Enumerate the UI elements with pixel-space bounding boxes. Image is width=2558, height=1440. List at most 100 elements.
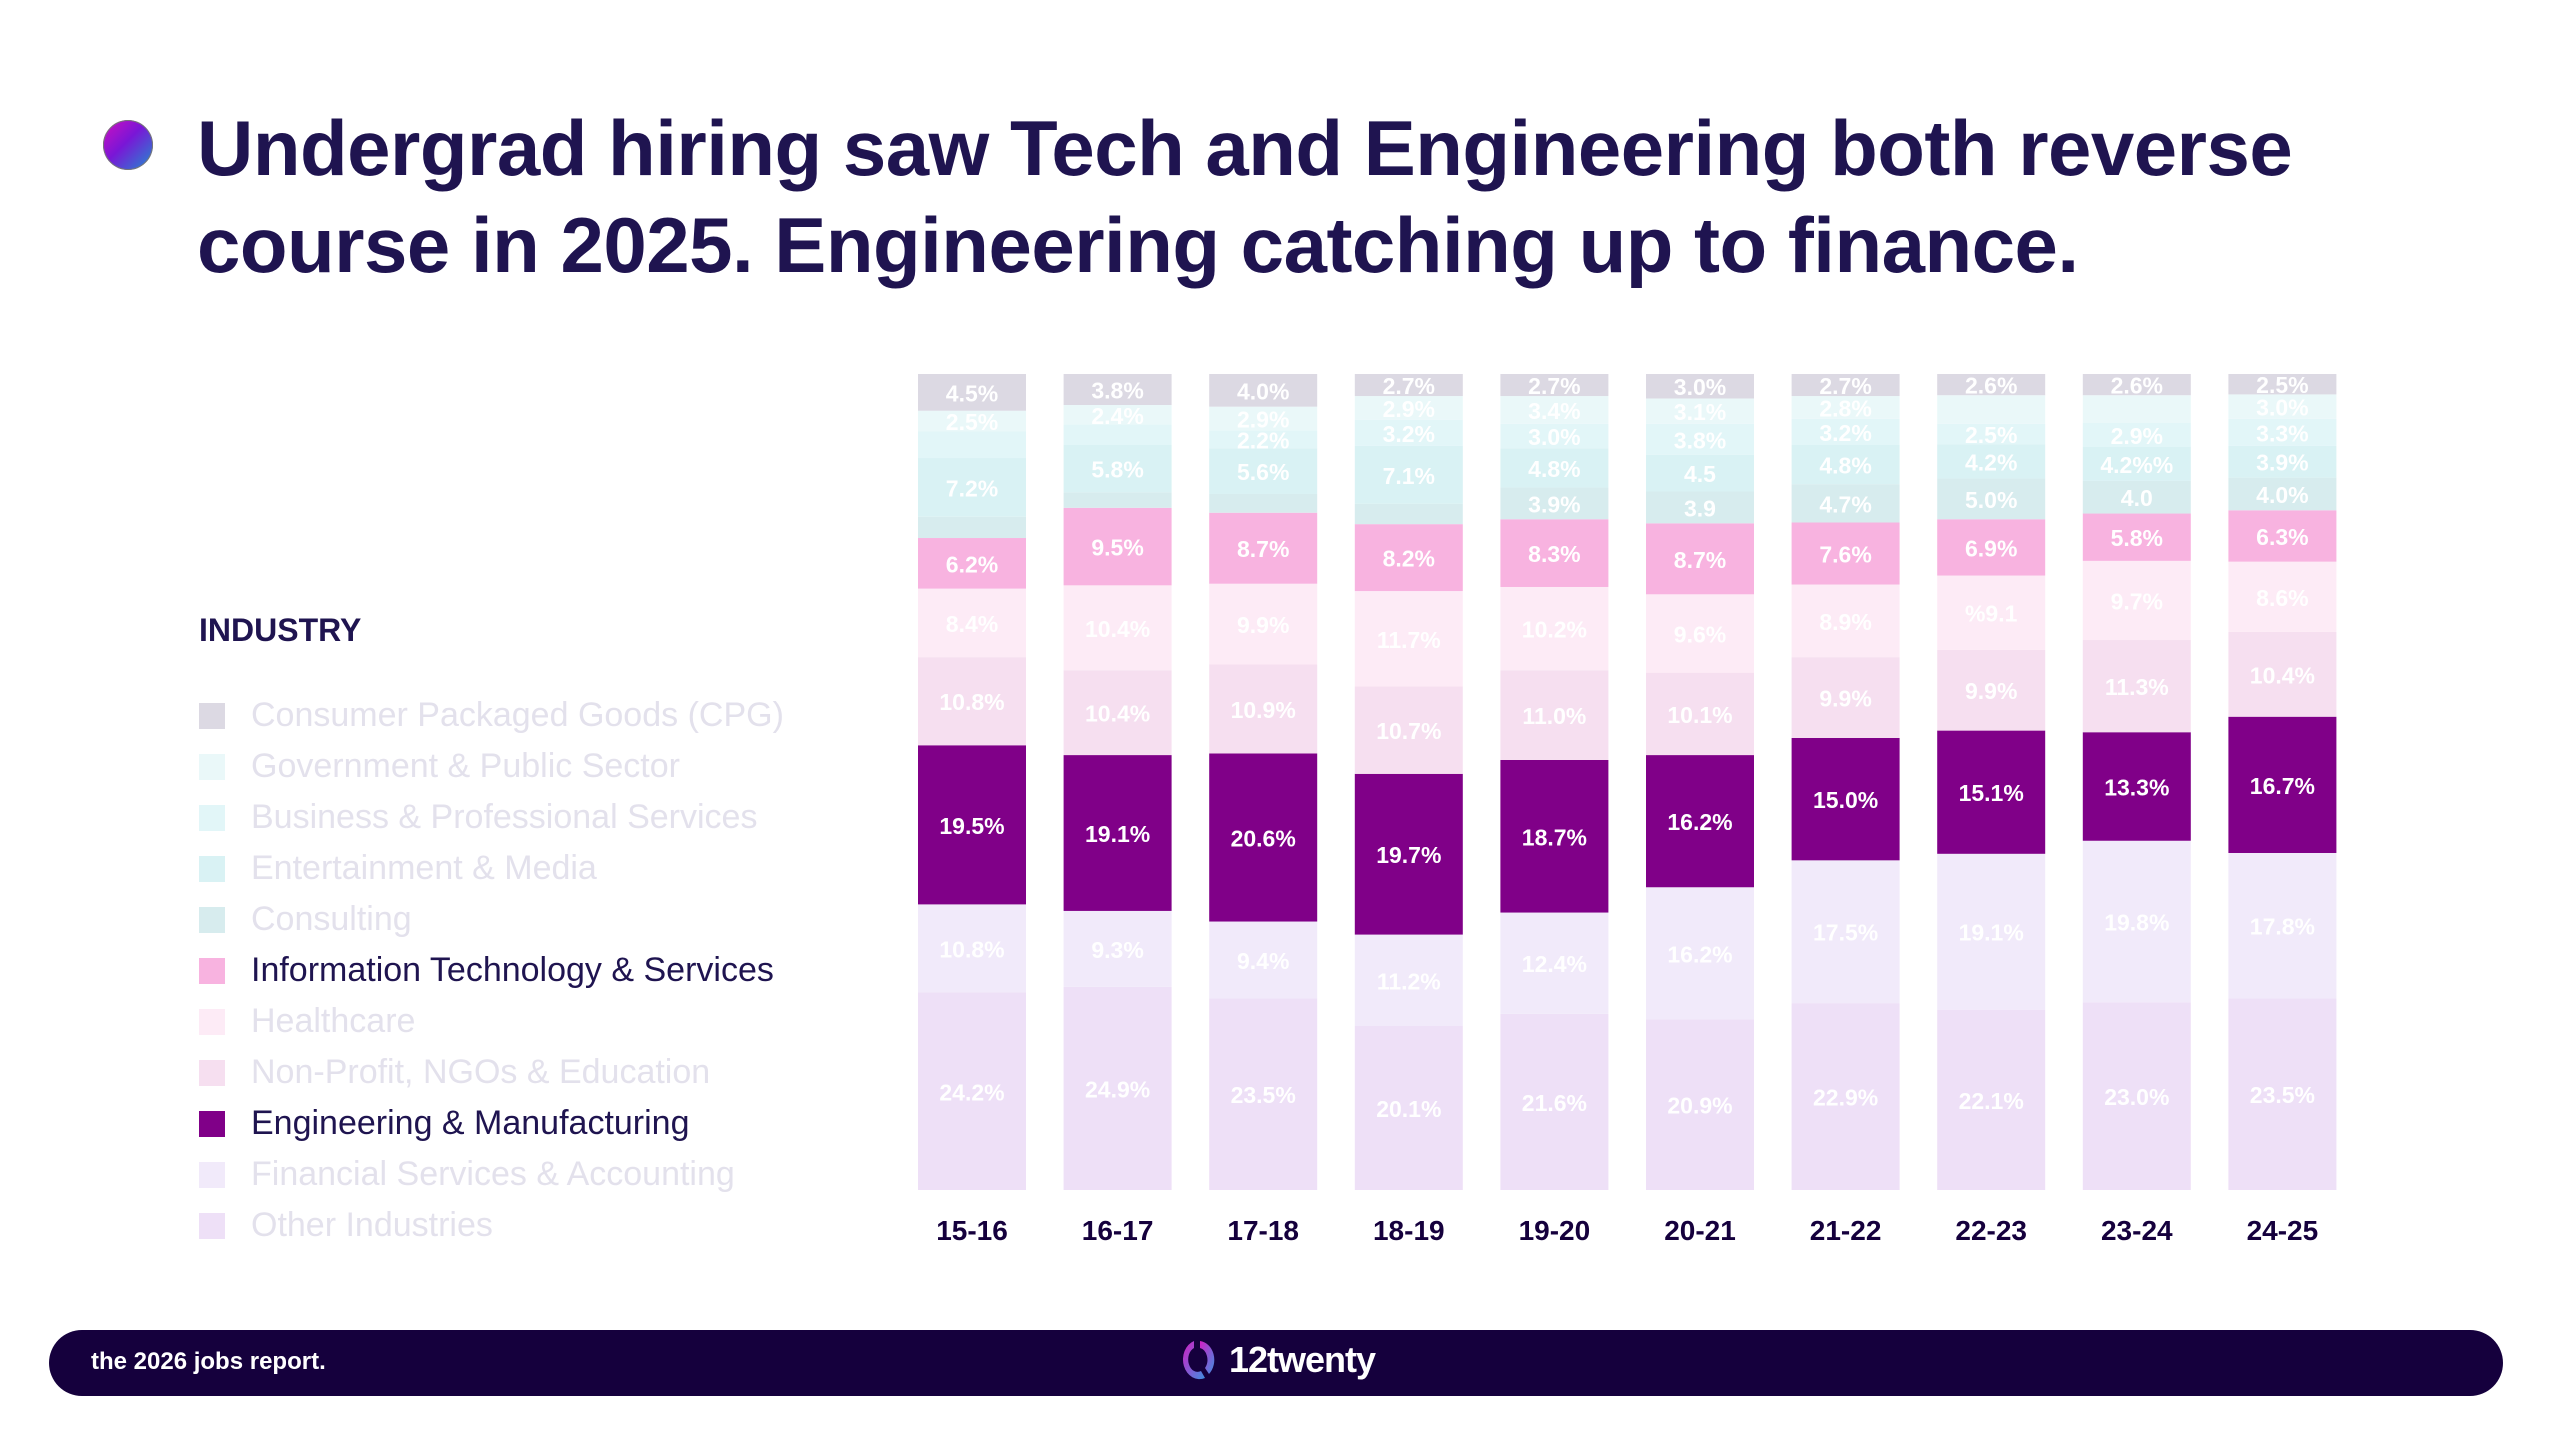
bar-segment xyxy=(1500,374,1609,397)
bar-segment xyxy=(1063,910,1172,987)
data-label: 7.1% xyxy=(1383,463,1435,489)
bar-segment xyxy=(1791,657,1900,738)
data-label: 7.2% xyxy=(946,475,998,501)
bar-segment xyxy=(918,431,1026,459)
data-label: 4.0% xyxy=(1237,378,1289,404)
bar-segment xyxy=(2082,640,2191,733)
data-label: 24.9% xyxy=(1085,1076,1150,1102)
data-label: 4.8% xyxy=(1819,453,1871,479)
legend-item: Engineering & Manufacturing xyxy=(199,1098,784,1149)
data-label: 15.0% xyxy=(1813,787,1878,813)
bar-segment xyxy=(2228,998,2337,1190)
bar-segment xyxy=(1937,853,2046,1010)
bar-segment xyxy=(1646,887,1754,1020)
bar-segment xyxy=(1063,444,1172,493)
bar-segment xyxy=(1354,419,1463,446)
bar-segment xyxy=(1354,773,1463,935)
legend: Consumer Packaged Goods (CPG) Government … xyxy=(199,690,784,1251)
bar-segment xyxy=(1209,493,1318,513)
data-label: 8.9% xyxy=(1819,609,1871,635)
data-label: 23.5% xyxy=(2250,1082,2315,1108)
bar-segment xyxy=(2082,374,2191,396)
bar-segment xyxy=(1500,487,1609,520)
bar-segment xyxy=(1500,519,1609,587)
bar-segment xyxy=(1791,484,1900,523)
data-label: 4.5 xyxy=(1684,461,1716,487)
bar-segment xyxy=(1500,396,1609,424)
data-label: 5.8% xyxy=(1091,457,1143,483)
bar-segment xyxy=(2082,513,2191,561)
data-label: 11.3% xyxy=(2105,674,2169,700)
data-label: 3.0% xyxy=(2256,395,2308,421)
bar-segment xyxy=(2228,418,2337,446)
bar-segment xyxy=(1646,594,1754,673)
bar-segment xyxy=(918,904,1026,993)
bar-segment xyxy=(2082,395,2191,423)
bar-segment xyxy=(1063,405,1172,425)
bar-segment xyxy=(1354,445,1463,504)
legend-swatch xyxy=(199,1161,225,1188)
bar-segment xyxy=(1937,444,2046,479)
data-label: 3.9% xyxy=(2256,450,2308,476)
data-label: 15.1% xyxy=(1959,780,2024,806)
data-label: 6.9% xyxy=(1965,535,2017,561)
legend-label: Financial Services & Accounting xyxy=(251,1155,735,1193)
legend-swatch xyxy=(199,855,225,882)
data-label: 4.0% xyxy=(2256,482,2308,508)
legend-label: Healthcare xyxy=(251,1002,416,1040)
data-label: 10.2% xyxy=(1522,617,1587,643)
data-label: 8.6% xyxy=(2256,585,2308,611)
bar-segment xyxy=(2082,560,2191,641)
bar-segment xyxy=(1937,730,2046,854)
bar-segment xyxy=(2228,510,2337,562)
bar-segment xyxy=(1354,396,1463,420)
legend-swatch xyxy=(199,1110,225,1137)
bar-segment xyxy=(1500,759,1609,913)
legend-item: Consumer Packaged Goods (CPG) xyxy=(199,690,784,741)
data-label: 11.2% xyxy=(1377,968,1441,994)
data-label: 2.7% xyxy=(1383,373,1435,399)
data-label: 9.4% xyxy=(1237,948,1289,974)
data-label: 4.2%% xyxy=(2100,452,2173,478)
bar-segment xyxy=(1209,374,1318,407)
data-label: 18.7% xyxy=(1522,824,1587,850)
data-label: 16.2% xyxy=(1667,941,1732,967)
bar-segment xyxy=(1937,519,2046,576)
data-label: 13.3% xyxy=(2104,774,2169,800)
data-label: 10.7% xyxy=(1376,718,1441,744)
legend-label: Information Technology & Services xyxy=(251,951,774,989)
data-label: 20.9% xyxy=(1667,1093,1732,1119)
legend-item: Information Technology & Services xyxy=(199,945,784,996)
bar-segment xyxy=(2082,840,2191,1003)
data-label: 9.7% xyxy=(2111,588,2163,614)
data-label: 2.7% xyxy=(1528,373,1580,399)
12twenty-logo-icon xyxy=(1182,1341,1215,1380)
x-tick-label: 21-22 xyxy=(1810,1215,1882,1246)
bar-segment xyxy=(1500,1013,1609,1190)
data-label: 22.9% xyxy=(1813,1085,1878,1111)
bar-segment xyxy=(918,516,1026,539)
bar-segment xyxy=(1063,507,1172,586)
bar-segment xyxy=(1354,524,1463,592)
legend-swatch xyxy=(199,804,225,831)
legend-label: Consumer Packaged Goods (CPG) xyxy=(251,696,784,734)
data-label: 5.8% xyxy=(2111,525,2163,551)
bar-segment xyxy=(1063,755,1172,911)
legend-swatch xyxy=(199,1212,225,1239)
bar-segment xyxy=(1791,374,1900,397)
bar-segment xyxy=(918,657,1026,746)
footer-bar: the 2026 jobs report. 12twenty xyxy=(49,1330,2503,1396)
bar-segment xyxy=(2228,477,2337,511)
data-label: 10.8% xyxy=(939,936,1004,962)
x-tick-label: 23-24 xyxy=(2101,1215,2173,1246)
x-tick-label: 18-19 xyxy=(1373,1215,1445,1246)
data-label: 10.1% xyxy=(1667,702,1732,728)
data-label: 3.9% xyxy=(1528,491,1580,517)
bar-segment xyxy=(1063,374,1172,406)
data-label: 2.7% xyxy=(1819,373,1871,399)
data-label: 23.5% xyxy=(1231,1082,1296,1108)
data-label: 8.7% xyxy=(1674,547,1726,573)
bar-segment xyxy=(1209,512,1318,584)
bar-segment xyxy=(1791,444,1900,485)
data-label: 3.9 xyxy=(1684,495,1716,521)
